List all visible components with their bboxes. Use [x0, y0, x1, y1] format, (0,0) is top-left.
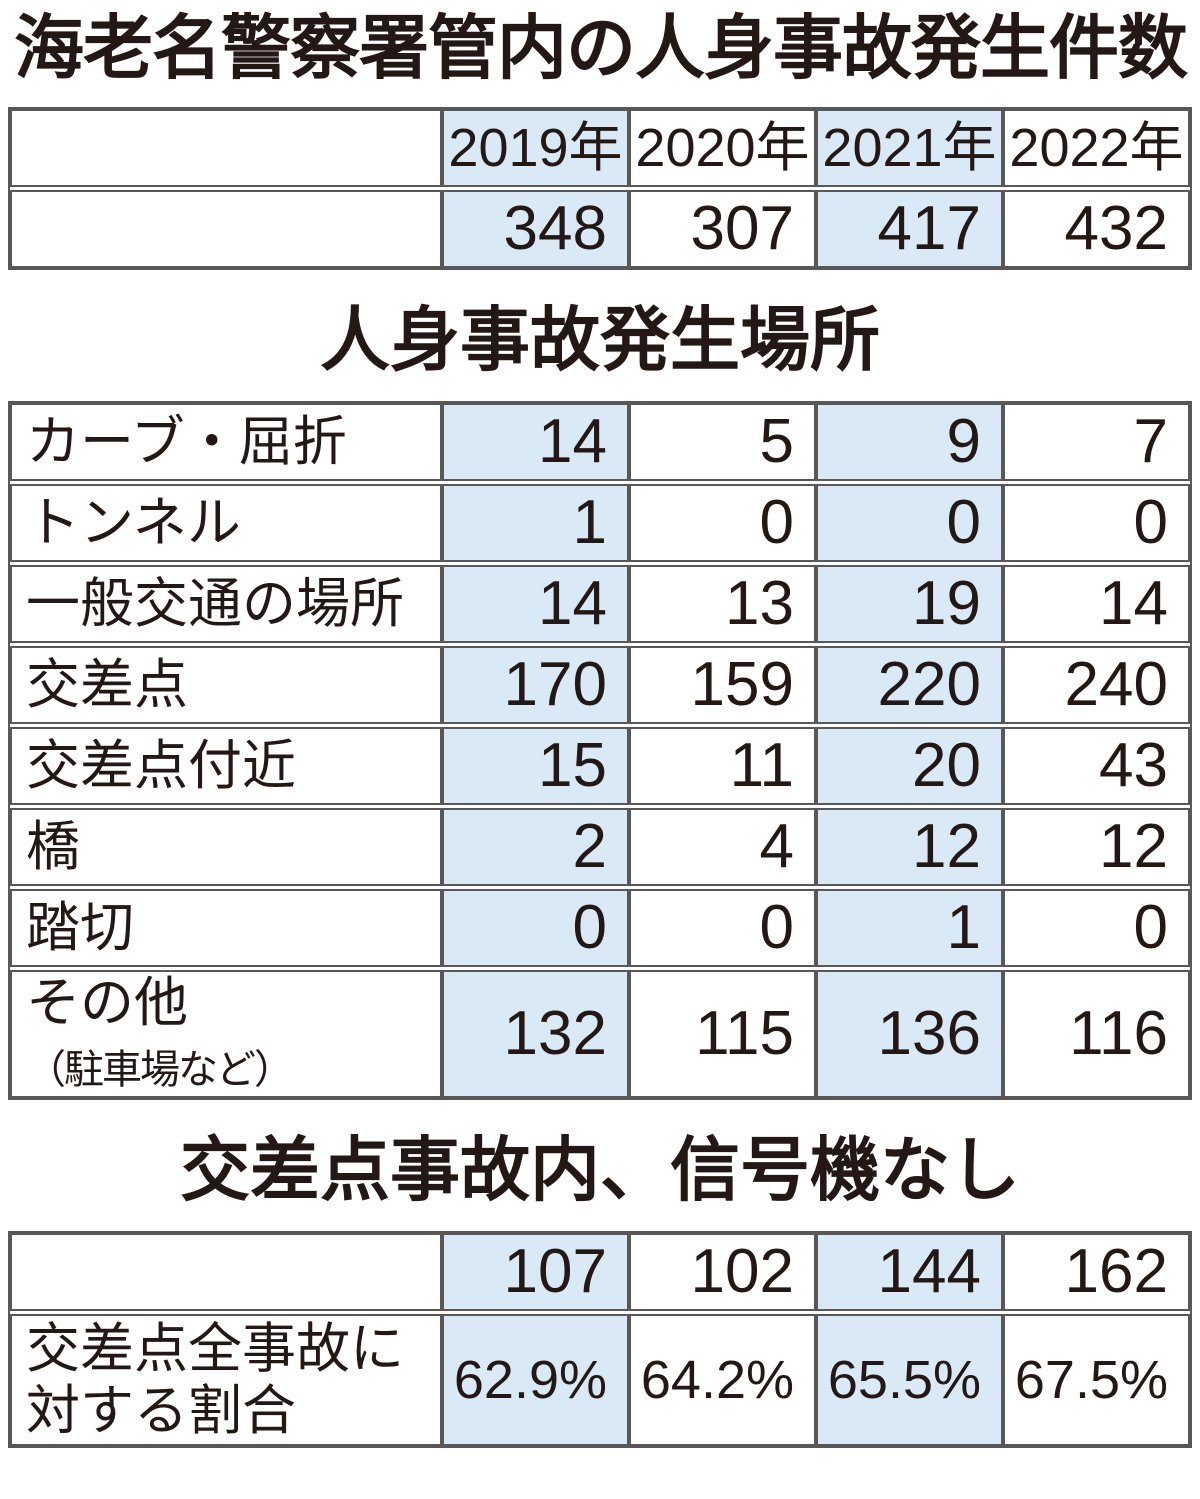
value-cell: 20	[816, 727, 1003, 805]
count-cell-2021: 144	[816, 1233, 1003, 1312]
row-label-curve: カーブ・屈折	[10, 403, 442, 481]
year-header-row: 2019年 2020年 2021年 2022年	[10, 109, 1190, 187]
locations-grid: カーブ・屈折 14 5 9 7 トンネル 1 0 0 0 一般交通の場所 14 …	[10, 403, 1190, 1099]
ratio-cell-2021: 65.5%	[816, 1314, 1003, 1447]
locations-table: カーブ・屈折 14 5 9 7 トンネル 1 0 0 0 一般交通の場所 14 …	[8, 401, 1192, 1101]
signalless-ratio-row: 交差点全事故に対する割合 62.9% 64.2% 65.5% 67.5%	[10, 1314, 1190, 1447]
year-header-2020: 2020年	[629, 109, 816, 187]
value-cell: 14	[442, 403, 629, 481]
table-row-tunnel: トンネル 1 0 0 0	[10, 484, 1190, 562]
annual-totals-table: 2019年 2020年 2021年 2022年 348 307 417 432	[8, 107, 1192, 270]
value-cell: 14	[1003, 565, 1190, 643]
value-cell: 4	[629, 808, 816, 886]
total-2021-cell: 417	[816, 190, 1003, 268]
ratio-cell-2022: 67.5%	[1003, 1314, 1190, 1447]
value-cell: 170	[442, 646, 629, 724]
row-label-railroad-crossing: 踏切	[10, 889, 442, 967]
row-label-general-traffic: 一般交通の場所	[10, 565, 442, 643]
page-title: 海老名警察署管内の人身事故発生件数	[14, 9, 1188, 87]
table-row-bridge: 橋 2 4 12 12	[10, 808, 1190, 886]
value-cell: 240	[1003, 646, 1190, 724]
value-cell: 132	[442, 970, 629, 1099]
table-row-near-intersection: 交差点付近 15 11 20 43	[10, 727, 1190, 805]
infographic-page: 海老名警察署管内の人身事故発生件数 2019年 2020年 2021年 2022…	[8, 9, 1192, 1449]
value-cell: 43	[1003, 727, 1190, 805]
empty-label-cell	[10, 190, 442, 268]
signalless-table: 107 102 144 162 交差点全事故に対する割合 62.9% 64.2%…	[8, 1231, 1192, 1449]
value-cell: 15	[442, 727, 629, 805]
value-cell: 5	[629, 403, 816, 481]
row-label-other: その他 （駐車場など）	[10, 970, 442, 1099]
locations-section-heading: 人身事故発生場所	[320, 301, 880, 379]
row-label-tunnel: トンネル	[10, 484, 442, 562]
count-cell-2020: 102	[629, 1233, 816, 1312]
annual-totals-grid: 2019年 2020年 2021年 2022年 348 307 417 432	[10, 109, 1190, 268]
value-cell: 11	[629, 727, 816, 805]
value-cell: 1	[442, 484, 629, 562]
total-2022-cell: 432	[1003, 190, 1190, 268]
year-header-2022: 2022年	[1003, 109, 1190, 187]
value-cell: 0	[816, 484, 1003, 562]
value-cell: 1	[816, 889, 1003, 967]
value-cell: 116	[1003, 970, 1190, 1099]
ratio-row-label: 交差点全事故に対する割合	[10, 1314, 442, 1447]
empty-corner-cell	[10, 109, 442, 187]
total-2019-cell: 348	[442, 190, 629, 268]
table-row-other: その他 （駐車場など） 132 115 136 116	[10, 970, 1190, 1099]
value-cell: 14	[442, 565, 629, 643]
row-label-near-intersection: 交差点付近	[10, 727, 442, 805]
value-cell: 115	[629, 970, 816, 1099]
table-row-railroad-crossing: 踏切 0 0 1 0	[10, 889, 1190, 967]
value-cell: 0	[442, 889, 629, 967]
value-cell: 12	[816, 808, 1003, 886]
other-label-note: （駐車場など）	[26, 1048, 294, 1093]
value-cell: 0	[1003, 484, 1190, 562]
annual-totals-row: 348 307 417 432	[10, 190, 1190, 268]
value-cell: 0	[629, 484, 816, 562]
value-cell: 220	[816, 646, 1003, 724]
other-label-main: その他	[26, 973, 188, 1033]
total-2020-cell: 307	[629, 190, 816, 268]
count-cell-2019: 107	[442, 1233, 629, 1312]
row-label-bridge: 橋	[10, 808, 442, 886]
row-label-intersection: 交差点	[10, 646, 442, 724]
table-row-intersection: 交差点 170 159 220 240	[10, 646, 1190, 724]
value-cell: 9	[816, 403, 1003, 481]
signalless-counts-row: 107 102 144 162	[10, 1233, 1190, 1312]
value-cell: 0	[1003, 889, 1190, 967]
value-cell: 2	[442, 808, 629, 886]
empty-label-cell	[10, 1233, 442, 1312]
ratio-cell-2019: 62.9%	[442, 1314, 629, 1447]
year-header-2021: 2021年	[816, 109, 1003, 187]
table-row-general-traffic: 一般交通の場所 14 13 19 14	[10, 565, 1190, 643]
value-cell: 136	[816, 970, 1003, 1099]
year-header-2019: 2019年	[442, 109, 629, 187]
signalless-grid: 107 102 144 162 交差点全事故に対する割合 62.9% 64.2%…	[10, 1233, 1190, 1447]
signalless-section-heading: 交差点事故内、信号機なし	[180, 1131, 1020, 1210]
table-row-curve: カーブ・屈折 14 5 9 7	[10, 403, 1190, 481]
count-cell-2022: 162	[1003, 1233, 1190, 1312]
value-cell: 159	[629, 646, 816, 724]
value-cell: 13	[629, 565, 816, 643]
value-cell: 19	[816, 565, 1003, 643]
ratio-cell-2020: 64.2%	[629, 1314, 816, 1447]
value-cell: 12	[1003, 808, 1190, 886]
value-cell: 0	[629, 889, 816, 967]
value-cell: 7	[1003, 403, 1190, 481]
